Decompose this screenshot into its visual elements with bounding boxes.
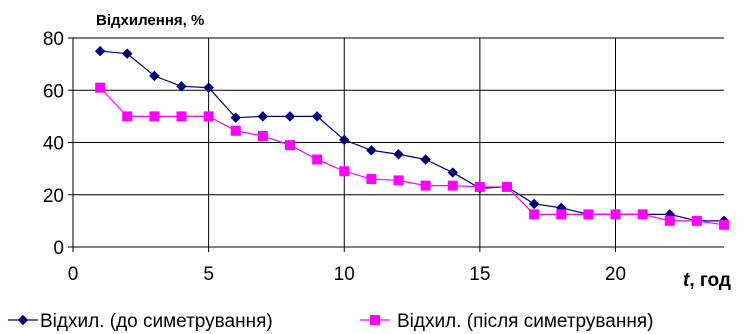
diamond-marker xyxy=(17,314,29,326)
square-marker xyxy=(502,181,512,192)
square-marker xyxy=(370,315,380,325)
diamond-marker xyxy=(149,70,160,82)
series-group xyxy=(94,45,730,230)
square-marker xyxy=(176,111,187,122)
square-marker xyxy=(95,82,106,93)
y-tick-label: 40 xyxy=(43,134,64,155)
x-tick-label: 20 xyxy=(605,264,626,285)
square-marker xyxy=(637,209,648,220)
x-axis-title-unit: , год xyxy=(689,270,731,291)
diamond-marker xyxy=(284,111,296,122)
legend: Відхил. (до симетрування) Відхил. (після … xyxy=(8,311,653,332)
diamond-marker xyxy=(366,145,377,156)
x-axis-title: t, год xyxy=(683,270,731,291)
y-tick-label: 60 xyxy=(43,81,64,102)
square-marker xyxy=(664,215,675,226)
x-tick-label: 15 xyxy=(469,264,490,285)
x-axis-title-variable: t xyxy=(683,270,690,291)
square-marker xyxy=(257,130,268,141)
square-marker xyxy=(393,175,404,186)
diamond-marker xyxy=(122,48,133,59)
square-marker xyxy=(230,125,241,136)
square-marker xyxy=(122,111,133,122)
square-marker xyxy=(719,219,729,230)
y-axis-title: Відхилення, % xyxy=(96,12,204,29)
y-tick-label: 20 xyxy=(43,186,64,207)
legend-label: Відхил. (до симетрування) xyxy=(40,311,273,332)
series-2 xyxy=(95,82,729,230)
square-marker xyxy=(312,154,323,165)
gridlines xyxy=(73,37,724,247)
x-tick-label: 0 xyxy=(68,264,79,285)
diamond-marker xyxy=(230,112,241,123)
x-tick-label: 5 xyxy=(203,264,214,285)
series-line xyxy=(100,50,724,222)
square-marker xyxy=(203,111,214,122)
legend-item-2: Відхил. (після симетрування) xyxy=(360,311,653,332)
diamond-marker xyxy=(257,111,269,122)
square-marker xyxy=(556,209,567,220)
diamond-marker xyxy=(393,149,404,160)
diamond-marker xyxy=(420,154,431,165)
square-marker xyxy=(285,140,295,151)
series-1 xyxy=(94,45,730,227)
square-marker xyxy=(529,209,540,220)
legend-item-1: Відхил. (до симетрування) xyxy=(8,311,273,332)
axes xyxy=(68,37,724,252)
x-tick-label: 10 xyxy=(334,264,355,285)
square-marker xyxy=(420,180,431,191)
diamond-marker xyxy=(94,45,106,57)
diamond-marker xyxy=(528,198,540,210)
diamond-marker xyxy=(176,81,187,92)
square-marker xyxy=(691,215,702,226)
legend-label: Відхил. (після симетрування) xyxy=(397,311,653,332)
square-marker xyxy=(447,180,458,191)
diamond-marker xyxy=(339,134,350,146)
tick-labels: 0 20 40 60 80 0 5 10 15 20 xyxy=(43,29,626,285)
square-marker xyxy=(583,209,594,220)
square-marker xyxy=(474,181,485,192)
y-tick-label: 0 xyxy=(53,238,64,259)
diamond-marker xyxy=(447,167,458,178)
square-marker xyxy=(339,166,350,177)
series-line xyxy=(99,87,725,226)
y-tick-label: 80 xyxy=(43,29,64,50)
square-marker xyxy=(149,111,160,122)
diamond-marker xyxy=(311,111,323,122)
square-marker xyxy=(610,209,621,220)
square-marker xyxy=(366,174,377,185)
diamond-marker xyxy=(203,82,214,93)
